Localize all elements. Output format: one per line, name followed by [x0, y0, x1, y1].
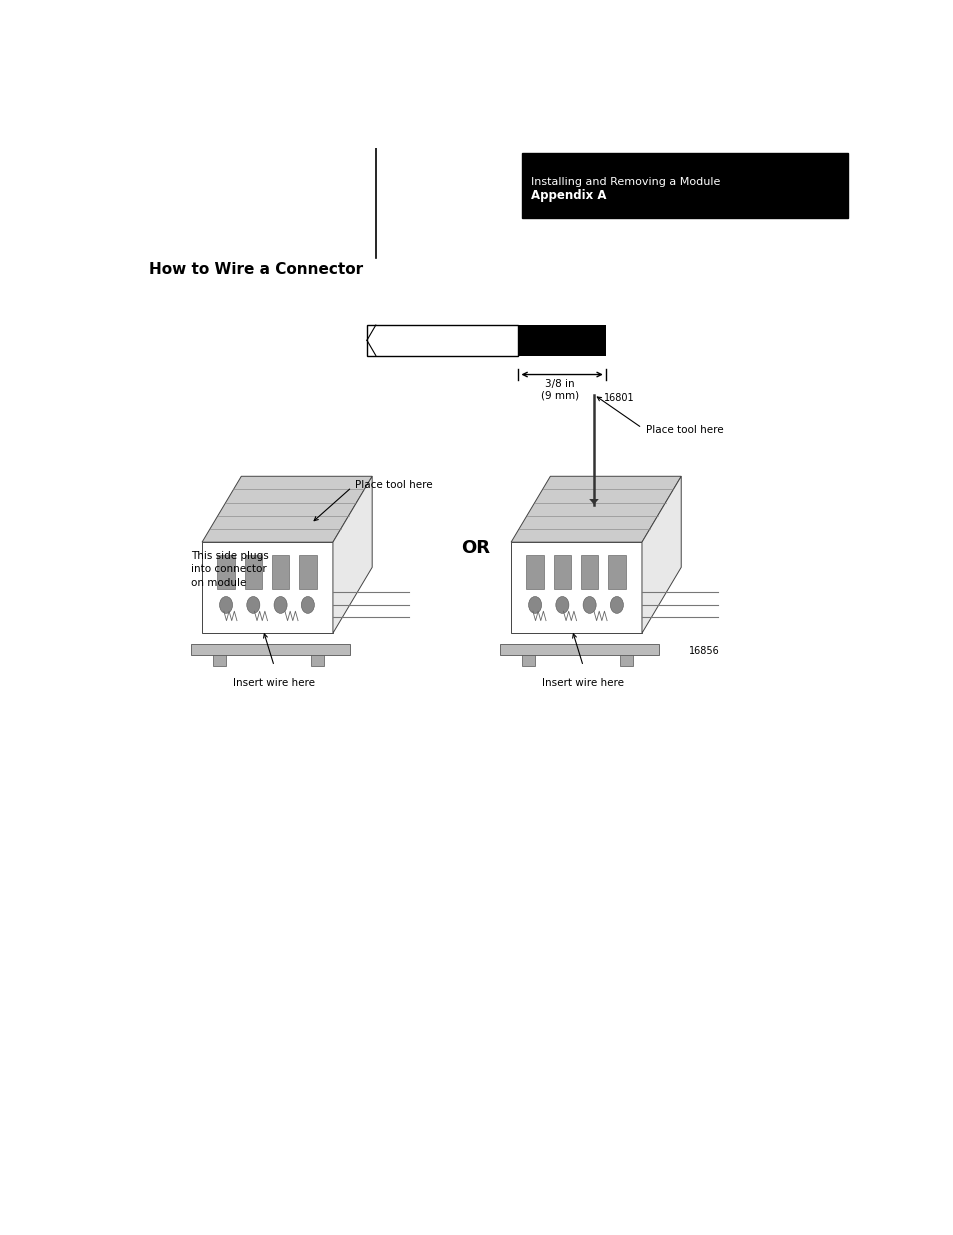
Bar	[217, 555, 234, 589]
Polygon shape	[213, 655, 226, 666]
Polygon shape	[511, 542, 641, 634]
Polygon shape	[311, 655, 324, 666]
Bar	[521, 153, 846, 217]
Text: Installing and Removing a Module: Installing and Removing a Module	[531, 178, 720, 188]
Text: 3/8 in
(9 mm): 3/8 in (9 mm)	[540, 379, 578, 401]
Circle shape	[556, 597, 568, 614]
Bar	[518, 325, 605, 356]
Circle shape	[219, 597, 233, 614]
Bar	[244, 555, 262, 589]
Circle shape	[301, 597, 314, 614]
Circle shape	[582, 597, 596, 614]
Polygon shape	[619, 655, 633, 666]
Bar	[553, 555, 571, 589]
Polygon shape	[641, 477, 680, 634]
Bar	[272, 555, 289, 589]
Text: This side plugs
into connector
on module: This side plugs into connector on module	[191, 551, 269, 588]
Text: Insert wire here: Insert wire here	[233, 678, 314, 688]
Text: Appendix A: Appendix A	[531, 189, 606, 203]
Circle shape	[274, 597, 287, 614]
Polygon shape	[521, 655, 535, 666]
Bar	[580, 555, 598, 589]
Text: 16801: 16801	[603, 393, 634, 403]
Bar	[367, 325, 518, 356]
Polygon shape	[191, 645, 350, 655]
Polygon shape	[333, 477, 372, 634]
Bar	[607, 555, 625, 589]
Text: Insert wire here: Insert wire here	[541, 678, 623, 688]
Text: Place tool here: Place tool here	[355, 480, 433, 490]
Text: Place tool here: Place tool here	[645, 425, 722, 435]
Text: 16856: 16856	[688, 646, 719, 657]
Polygon shape	[499, 645, 659, 655]
Polygon shape	[202, 477, 372, 542]
Text: OR: OR	[460, 538, 490, 557]
Circle shape	[247, 597, 259, 614]
Bar	[299, 555, 316, 589]
Circle shape	[528, 597, 541, 614]
Polygon shape	[202, 542, 333, 634]
Circle shape	[610, 597, 622, 614]
Bar	[526, 555, 543, 589]
Polygon shape	[511, 477, 680, 542]
Text: How to Wire a Connector: How to Wire a Connector	[149, 262, 362, 278]
Polygon shape	[589, 499, 598, 505]
